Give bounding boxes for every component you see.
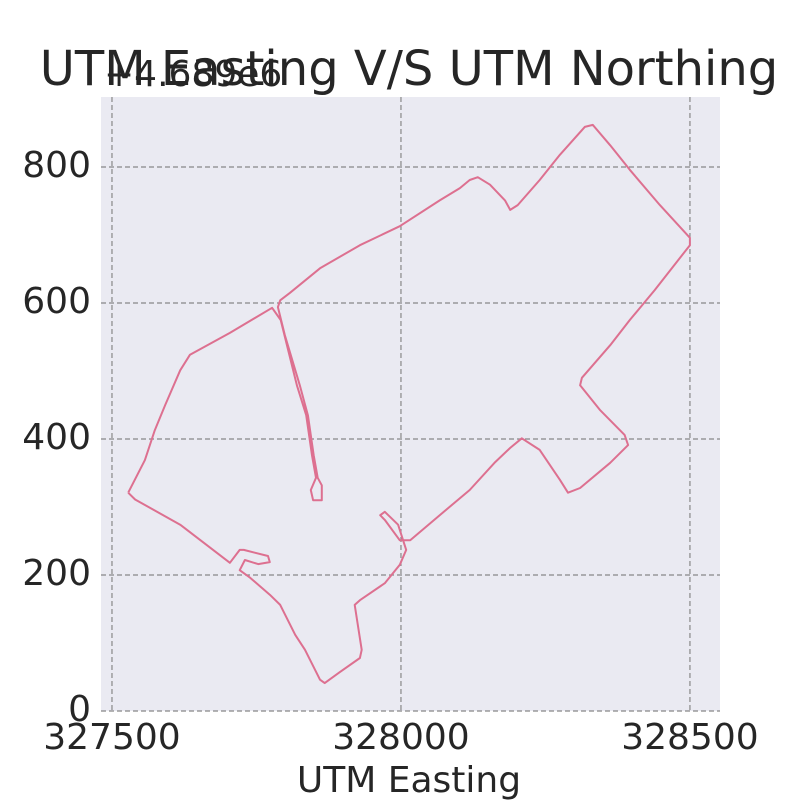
x-axis-label: UTM Easting: [297, 760, 521, 800]
x-tick-label: 328000: [332, 717, 469, 758]
y-tick-label: 800: [22, 145, 91, 186]
x-tick-label: 327500: [43, 717, 180, 758]
data-line: [127, 123, 691, 685]
y-tick-label: 200: [22, 553, 91, 594]
plot-area: [101, 97, 720, 711]
x-tick-label: 328500: [621, 717, 758, 758]
y-tick-label: 600: [22, 281, 91, 322]
offset-label: +4.689e6: [104, 54, 282, 95]
y-tick-label: 400: [22, 417, 91, 458]
chart-title: UTM Easting V/S UTM Northing: [40, 41, 779, 97]
y-tick-label: 0: [68, 689, 91, 730]
